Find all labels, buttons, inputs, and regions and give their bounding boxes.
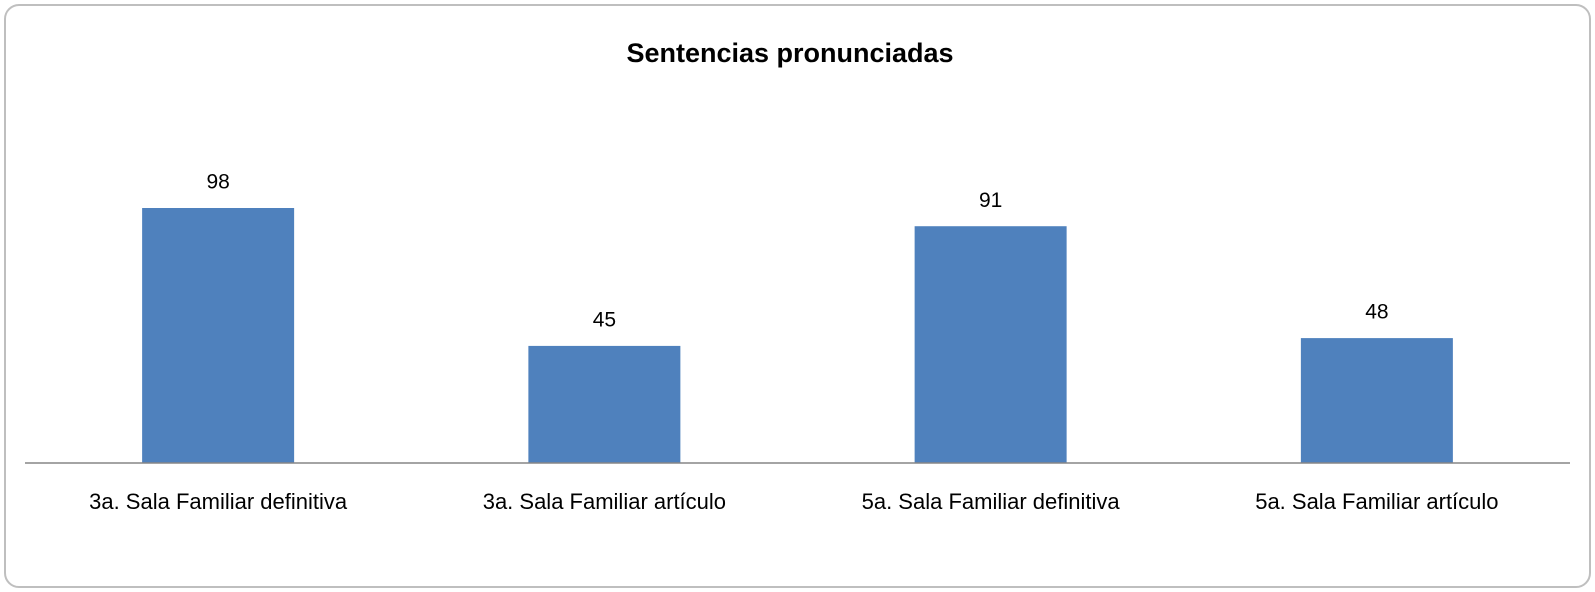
bar — [142, 208, 295, 463]
chart-border — [4, 4, 1591, 588]
x-tick-label: 3a. Sala Familiar artículo — [483, 489, 726, 514]
data-label: 45 — [593, 308, 616, 331]
data-label: 91 — [979, 189, 1002, 212]
bar — [1300, 338, 1453, 463]
bar — [914, 226, 1067, 463]
data-label: 98 — [206, 171, 229, 194]
bar — [528, 345, 681, 463]
x-tick-label: 3a. Sala Familiar definitiva — [89, 489, 348, 514]
data-label: 48 — [1365, 301, 1388, 324]
x-tick-label: 5a. Sala Familiar definitiva — [862, 489, 1121, 514]
x-tick-label: 5a. Sala Familiar artículo — [1255, 489, 1498, 514]
chart-title: Sentencias pronunciadas — [626, 38, 953, 68]
